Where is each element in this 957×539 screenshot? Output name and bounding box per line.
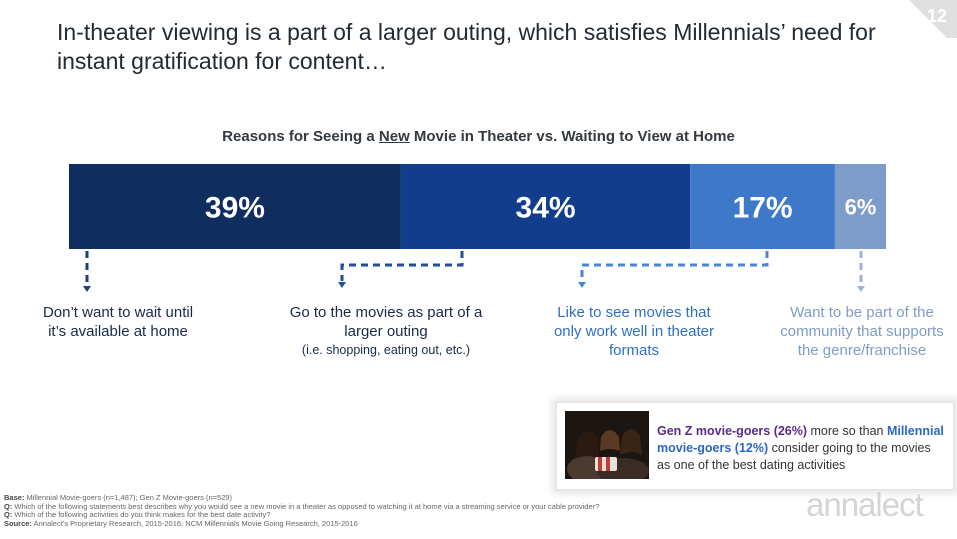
moviegoers-photo: [565, 411, 649, 479]
reason-1-text: Don’t want to wait until it’s available …: [42, 304, 194, 340]
connector-2-arrow: [338, 282, 346, 288]
footnote-source-label: Source:: [4, 518, 32, 528]
footnote-base-text: Millennial Movie-goers (n=1,487); Gen Z …: [24, 493, 233, 502]
bar-label-2: 34%: [516, 191, 576, 224]
footnote-base-label: Base:: [4, 493, 25, 502]
footnote-q2: Q: Which of the following activities do …: [4, 510, 599, 520]
reason-3-text: Like to see movies that only work well i…: [553, 304, 715, 359]
chart-title-underlined: New: [378, 128, 410, 145]
dating-callout-box: Gen Z movie-goers (26%) more so than Mil…: [556, 402, 954, 490]
reason-2-subtext: (i.e. shopping, eating out, etc.): [301, 343, 471, 357]
footnote-base: Base: Millennial Movie-goers (n=1,487); …: [4, 493, 599, 503]
stacked-bar-chart: 39% 34% 17% 6%: [69, 164, 886, 292]
bar-label-1: 39%: [205, 191, 265, 224]
footnote-source-text: Annalect’s Proprietary Research, 2015-20…: [31, 518, 358, 528]
millennial-stat: Millennial movie-goers (12%): [657, 424, 944, 455]
callout-text: Gen Z movie-goers (26%) more so than Mil…: [657, 423, 947, 474]
genz-stat: Gen Z movie-goers (26%): [657, 424, 808, 438]
footnote-q1: Q: Which of the following statements bes…: [4, 501, 600, 512]
bar-label-3: 17%: [733, 191, 793, 224]
chart-title-part2: Movie in Theater vs. Waiting to View at …: [409, 128, 735, 145]
reason-label-1: Don’t want to wait until it’s available …: [34, 303, 202, 341]
connector-1-arrow: [83, 286, 91, 292]
footnote-q2-text: Which of the following activities do you…: [12, 510, 271, 520]
bar-segment-2: [400, 164, 691, 249]
headline: In-theater viewing is a part of a larger…: [57, 19, 876, 74]
footnote-q1-text: Which of the following statements best d…: [12, 501, 600, 511]
reason-label-4: Want to be part of the community that su…: [768, 303, 956, 360]
chart-title: Reasons for Seeing a New Movie in Theate…: [0, 128, 957, 145]
reason-label-3: Like to see movies that only work well i…: [548, 303, 720, 360]
connector-2: [340, 251, 464, 281]
callout-text-2: consider going to the movies as one of t…: [657, 441, 931, 472]
bar-segment-3: [690, 164, 835, 249]
bar-label-4: 6%: [845, 194, 877, 219]
bar-segment-1: [69, 164, 401, 249]
callout-text-1: more so than: [807, 424, 887, 438]
footnote-q2-label: Q:: [4, 510, 13, 520]
annalect-logo: annalect: [806, 486, 924, 523]
bar-segment-4: [834, 164, 886, 249]
footnote-source: Source: Annalect’s Proprietary Research,…: [4, 518, 599, 529]
reason-2-text: Go to the movies as part of a larger out…: [289, 304, 483, 340]
footnote-q1-label: Q:: [4, 501, 13, 511]
reason-label-2: Go to the movies as part of a larger out…: [288, 303, 484, 360]
chart-title-part1: Reasons for Seeing a: [222, 128, 379, 145]
connector-3-arrow: [578, 282, 586, 288]
reason-4-text: Want to be part of the community that su…: [780, 304, 944, 359]
footnotes: Base: Millennial Movie-goers (n=1,487); …: [4, 493, 600, 529]
page-number: 12: [926, 6, 947, 26]
connector-4-arrow: [857, 286, 865, 292]
connector-3: [580, 251, 769, 281]
